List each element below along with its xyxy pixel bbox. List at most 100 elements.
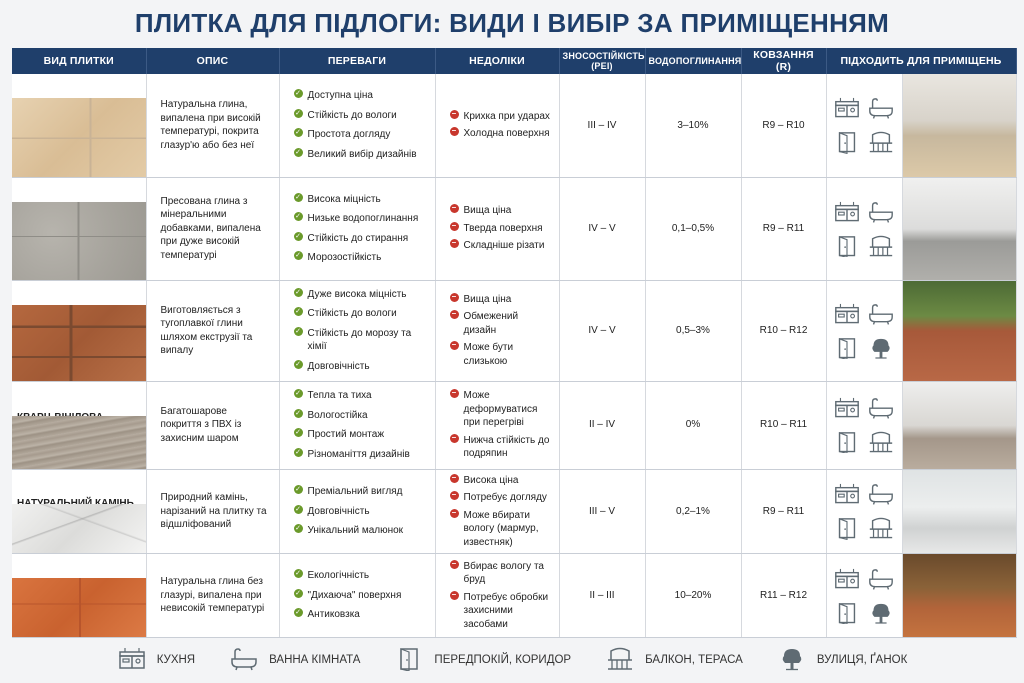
cons-list: Може деформуватися при перегріві Нижча ст… xyxy=(436,389,559,461)
water-absorption-value: 0% xyxy=(645,381,742,470)
room-photo-porcelain xyxy=(902,177,1016,280)
pros-list: Висока міцність Низьке водопоглинання Стій… xyxy=(280,192,435,265)
cons-cell: Вбирає вологу та бруд Потребує обробки за… xyxy=(435,553,560,638)
tile-description: Натуральна глина, випалена при високій т… xyxy=(146,74,280,178)
cons-list: Висока ціна Потребує догляду Може вбирати … xyxy=(436,473,559,550)
pro-item: Вологостійка xyxy=(293,408,429,423)
slip-value: R9 – R10 xyxy=(741,74,827,178)
pros-list: Тепла та тиха Вологостійка Простий монтаж Р… xyxy=(280,389,435,461)
room-icons xyxy=(827,554,903,637)
cons-cell: Вища ціна Тверда поверхня Складніше різати xyxy=(435,177,560,281)
tile-swatch-stone xyxy=(12,503,146,553)
tree-icon xyxy=(867,337,895,359)
kitchen-icon xyxy=(117,647,147,674)
pro-item: Стійкість до морозу та хімії xyxy=(293,326,429,354)
pro-item: Преміальний вигляд xyxy=(293,485,429,499)
tile-swatch-terracotta xyxy=(12,578,146,637)
room-icons xyxy=(827,280,903,381)
legend-label: КУХНЯ xyxy=(156,654,196,666)
room-photo-terracotta xyxy=(902,554,1016,637)
slip-value: R11 – R12 xyxy=(741,553,827,638)
kitchen-icon xyxy=(833,303,861,325)
con-item: Висока ціна xyxy=(449,473,553,488)
legend-label: ПЕРЕДПОКІЙ, КОРИДОР xyxy=(434,654,572,666)
cons-cell: Вища ціна Обмежений дизайн Може бути слизь… xyxy=(435,280,560,382)
pro-item: Висока міцність xyxy=(293,192,429,207)
tile-type-cell: КВАРЦ-ВІНІЛОВА ПЛИТКА (LVT) xyxy=(12,381,147,470)
door-icon xyxy=(833,235,861,258)
header-description: ОПИС xyxy=(146,48,280,74)
room-photo-ceramic xyxy=(902,74,1016,177)
room-icons xyxy=(827,177,903,280)
balcony-icon xyxy=(605,647,635,674)
pro-item: Екологічність xyxy=(293,569,429,583)
pros-list: Преміальний вигляд Довговічність Унікальни… xyxy=(280,485,435,538)
legend-item: ВУЛИЦЯ, ҐАНОК xyxy=(777,647,907,674)
pei-value: III – V xyxy=(559,469,646,554)
pro-item: Антиковзка xyxy=(293,608,429,622)
rooms-cell xyxy=(826,469,1017,554)
bathtub-icon xyxy=(867,303,895,325)
tile-description: Натуральна глина без глазурі, випалена п… xyxy=(146,553,280,638)
table-header-row: ВИД ПЛИТКИ ОПИС ПЕРЕВАГИ НЕДОЛІКИ ЗНОСОС… xyxy=(12,48,1017,74)
pro-item: Доступна ціна xyxy=(293,89,429,103)
header-cons: НЕДОЛІКИ xyxy=(435,48,560,74)
pro-item: Довговічність xyxy=(293,504,429,519)
con-item: Складніше різати xyxy=(449,239,553,253)
tile-type-cell: КЕРАМІЧНА ПЛИТКА xyxy=(12,74,147,178)
cons-list: Вища ціна Тверда поверхня Складніше різати xyxy=(436,204,559,253)
door-icon xyxy=(833,337,861,360)
con-item: Може вбирати вологу (мармур, известняк) xyxy=(449,508,553,550)
tile-swatch-lvt xyxy=(12,415,146,469)
tile-description: Виготовляється з тугоплавкої глини шляхо… xyxy=(146,280,280,382)
room-legend: КУХНЯ ВАННА КІМНАТА ПЕРЕДПОКІЙ, КОРИДОР БАЛ… xyxy=(0,640,1024,680)
balcony-icon xyxy=(867,235,895,257)
kitchen-icon xyxy=(833,97,861,119)
header-slip: КОВЗАННЯ (R) xyxy=(741,48,827,74)
legend-item: БАЛКОН, ТЕРАСА xyxy=(605,647,743,674)
kitchen-icon xyxy=(833,201,861,223)
water-absorption-value: 0,1–0,5% xyxy=(645,177,742,281)
pros-cell: Доступна ціна Стійкість до вологи Простота… xyxy=(279,74,436,178)
cons-list: Крихка при ударах Холодна поверхня xyxy=(436,109,559,141)
cons-list: Вбирає вологу та бруд Потребує обробки за… xyxy=(436,559,559,632)
rooms-cell xyxy=(826,177,1017,281)
con-item: Потребує догляду xyxy=(449,491,553,505)
pro-item: Простий монтаж xyxy=(293,428,429,442)
tile-type-cell: НАТУРАЛЬНИЙ КАМІНЬ(граніт, мармур тощо) xyxy=(12,469,147,554)
table-row: НАТУРАЛЬНИЙ КАМІНЬ(граніт, мармур тощо) П… xyxy=(12,469,1017,554)
con-item: Обмежений дизайн xyxy=(449,310,553,337)
bathtub-icon xyxy=(867,397,895,419)
table-row: КЕРАМОГРАНІТПресована глина з мінеральни… xyxy=(12,177,1017,281)
pros-cell: Преміальний вигляд Довговічність Унікальни… xyxy=(279,469,436,554)
con-item: Холодна поверхня xyxy=(449,127,553,141)
rooms-cell xyxy=(826,280,1017,382)
room-icons xyxy=(827,381,903,469)
pro-item: Унікальний малюнок xyxy=(293,524,429,538)
pro-item: Тепла та тиха xyxy=(293,389,429,403)
pei-value: IV – V xyxy=(559,177,646,281)
bathtub-icon xyxy=(229,647,259,674)
bathtub-icon xyxy=(867,483,895,505)
con-item: Вбирає вологу та бруд xyxy=(449,559,553,587)
pei-value: IV – V xyxy=(559,280,646,382)
legend-item: ПЕРЕДПОКІЙ, КОРИДОР xyxy=(394,647,571,674)
kitchen-icon xyxy=(833,568,861,590)
bathtub-icon xyxy=(867,568,895,590)
balcony-icon xyxy=(867,131,895,153)
water-absorption-value: 0,5–3% xyxy=(645,280,742,382)
pros-cell: Дуже висока міцність Стійкість до вологи С… xyxy=(279,280,436,382)
header-rooms: ПІДХОДИТЬ ДЛЯ ПРИМІЩЕНЬ xyxy=(826,48,1017,74)
door-icon xyxy=(833,602,861,625)
con-item: Може бути слизькою xyxy=(449,341,553,368)
tile-type-cell: КЛІНКЕРНА ПЛИТКА xyxy=(12,280,147,382)
balcony-icon xyxy=(867,431,895,453)
pro-item: Стійкість до стирання xyxy=(293,231,429,246)
table-row: КВАРЦ-ВІНІЛОВА ПЛИТКА (LVT)Багатошарове … xyxy=(12,381,1017,470)
con-item: Нижча стійкість до подряпин xyxy=(449,433,553,461)
room-photo-stone xyxy=(902,469,1016,553)
con-item: Тверда поверхня xyxy=(449,221,553,236)
balcony-icon xyxy=(867,517,895,539)
door-icon xyxy=(833,431,861,455)
water-absorption-value: 3–10% xyxy=(645,74,742,178)
